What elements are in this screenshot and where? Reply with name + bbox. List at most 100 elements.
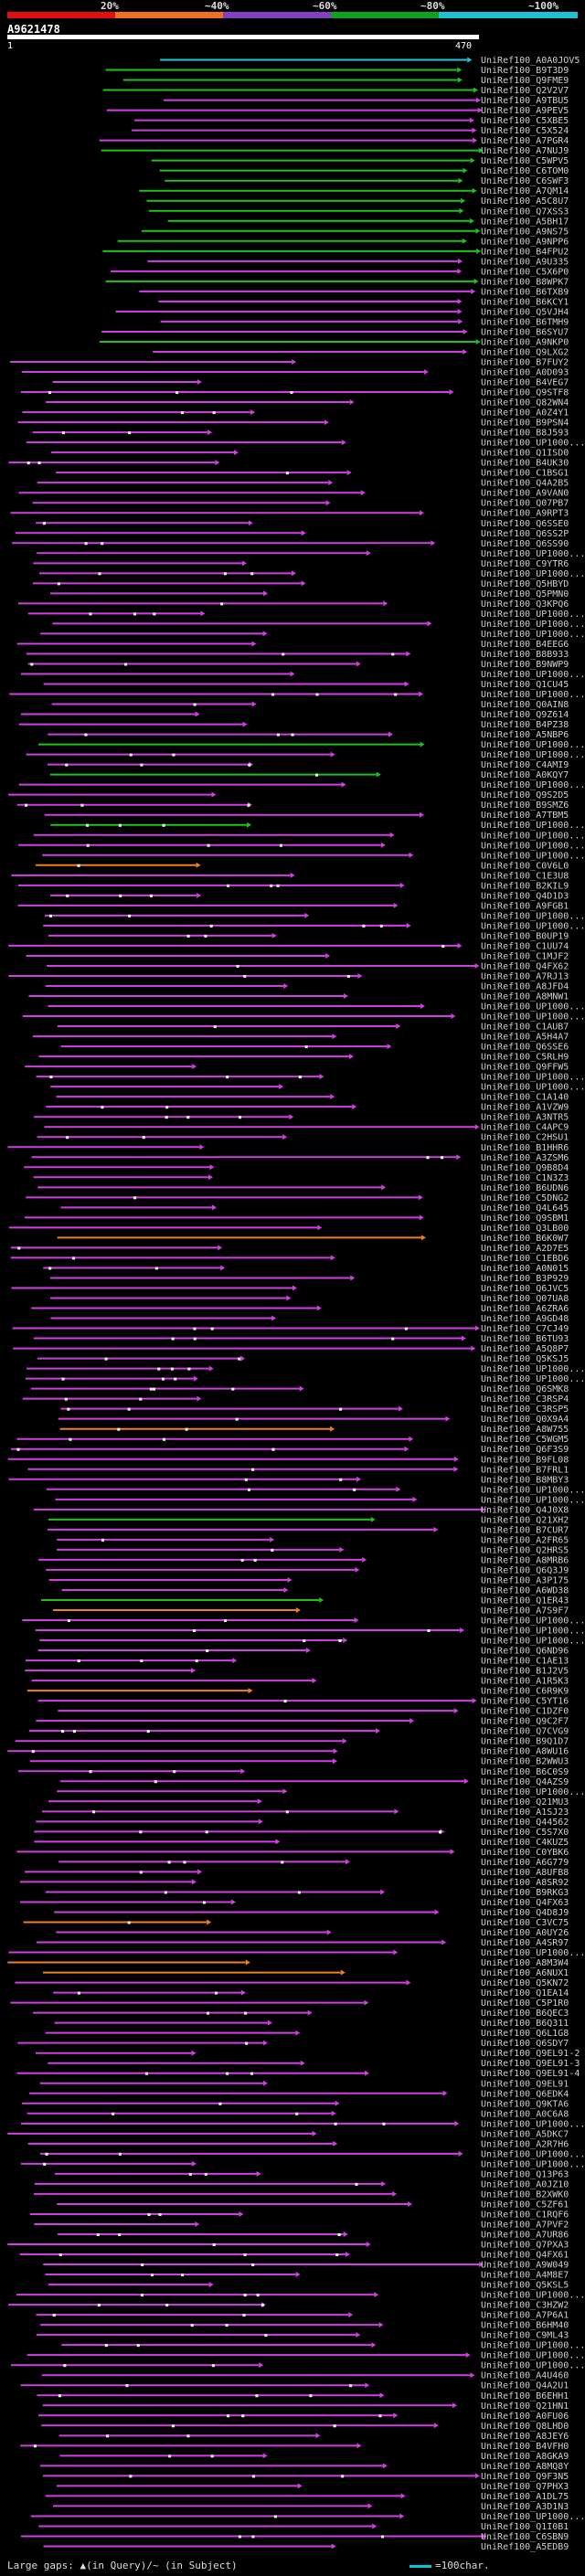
hit-label[interactable]: UniRef100_UP1000...	[481, 1073, 585, 1083]
hit-label[interactable]: UniRef100_A9GD48	[481, 1314, 569, 1324]
hit-row[interactable]: UniRef100_B9Q1D7	[15, 1737, 569, 1747]
hit-label[interactable]: UniRef100_UP1000...	[481, 439, 585, 449]
hit-label[interactable]: UniRef100_A9NKP0	[481, 337, 569, 347]
hit-label[interactable]: UniRef100_A8M3W4	[481, 1958, 569, 1968]
hit-label[interactable]: UniRef100_Q6Q3J9	[481, 1565, 569, 1575]
hit-row[interactable]: UniRef100_B1J2V5	[25, 1667, 569, 1677]
hit-row[interactable]: UniRef100_A7NUJ9	[101, 146, 569, 156]
hit-label[interactable]: UniRef100_C6SBN9	[481, 2532, 569, 2542]
hit-label[interactable]: UniRef100_UP1000...	[481, 1485, 585, 1495]
hit-row[interactable]: UniRef100_B7CUR7	[47, 1525, 569, 1535]
hit-row[interactable]: UniRef100_A0UY26	[56, 1928, 569, 1938]
hit-label[interactable]: UniRef100_A0JZ10	[481, 2179, 569, 2189]
hit-row[interactable]: UniRef100_A6ZRA6	[31, 1304, 569, 1314]
hit-label[interactable]: UniRef100_UP1000...	[481, 851, 585, 861]
hit-label[interactable]: UniRef100_C1AUB7	[481, 1023, 569, 1033]
hit-row[interactable]: UniRef100_UP1000...	[55, 1495, 585, 1505]
hit-label[interactable]: UniRef100_Q4J0X8	[481, 1505, 569, 1515]
hit-row[interactable]: UniRef100_Q1EA14	[53, 1988, 569, 1998]
hit-row[interactable]: UniRef100_A1VZW9	[46, 1103, 569, 1113]
hit-row[interactable]: UniRef100_A9RPT3	[10, 509, 569, 519]
hit-label[interactable]: UniRef100_UP1000...	[481, 780, 585, 790]
hit-row[interactable]: UniRef100_C5DNG2	[26, 1193, 569, 1203]
hit-label[interactable]: UniRef100_B4FPU2	[481, 247, 569, 257]
hit-row[interactable]: UniRef100_B6KCY1	[158, 297, 569, 307]
hit-label[interactable]: UniRef100_Q6EDK4	[481, 2089, 569, 2099]
hit-row[interactable]: UniRef100_C6TOM0	[159, 166, 569, 176]
hit-label[interactable]: UniRef100_B4UK30	[481, 459, 569, 469]
hit-row[interactable]: UniRef100_B0UP19	[48, 931, 569, 941]
hit-row[interactable]: UniRef100_A5Q8P7	[13, 1344, 569, 1354]
hit-label[interactable]: UniRef100_C5WGM5	[481, 1435, 569, 1445]
hit-row[interactable]: UniRef100_A0A0JOV5	[160, 56, 580, 66]
hit-label[interactable]: UniRef100_Q6JVC5	[481, 1284, 569, 1294]
hit-label[interactable]: UniRef100_Q9F3N5	[481, 2472, 569, 2482]
hit-label[interactable]: UniRef100_A5EDB9	[481, 2542, 569, 2552]
hit-label[interactable]: UniRef100_Q4L645	[481, 1203, 569, 1214]
hit-label[interactable]: UniRef100_A3D1N3	[481, 2502, 569, 2512]
hit-row[interactable]: UniRef100_A0Z4Y1	[22, 408, 569, 419]
hit-row[interactable]: UniRef100_A7PVF2	[34, 2220, 569, 2230]
hit-row[interactable]: UniRef100_A9VAN0	[18, 489, 569, 499]
hit-row[interactable]: UniRef100_UP1000...	[26, 439, 585, 449]
hit-row[interactable]: UniRef100_Q21XH2	[48, 1515, 569, 1525]
hit-row[interactable]: UniRef100_B9T3D9	[105, 66, 569, 76]
hit-label[interactable]: UniRef100_UP1000...	[481, 911, 585, 921]
hit-label[interactable]: UniRef100_A4SR97	[481, 1938, 569, 1948]
hit-row[interactable]: UniRef100_C6SWF3	[165, 176, 569, 186]
hit-label[interactable]: UniRef100_UP1000...	[481, 1787, 585, 1797]
hit-row[interactable]: UniRef100_Q9F3N5	[42, 2472, 569, 2482]
hit-label[interactable]: UniRef100_B7CUR7	[481, 1525, 569, 1535]
hit-row[interactable]: UniRef100_UP1000...	[38, 740, 585, 750]
hit-row[interactable]: UniRef100_B6UDN6	[37, 1183, 569, 1193]
hit-row[interactable]: UniRef100_A0C6A8	[27, 2109, 569, 2119]
hit-row[interactable]: UniRef100_UP1000...	[27, 610, 585, 620]
hit-row[interactable]: UniRef100_B9RKG3	[45, 1888, 569, 1898]
hit-row[interactable]: UniRef100_A1SJ23	[42, 1807, 569, 1818]
hit-row[interactable]: UniRef100_Q9FFW5	[25, 1063, 569, 1073]
hit-label[interactable]: UniRef100_C5XBE5	[481, 116, 569, 126]
hit-row[interactable]: UniRef100_A6NUX1	[43, 1968, 569, 1978]
hit-label[interactable]: UniRef100_Q7PXA3	[481, 2241, 569, 2251]
hit-row[interactable]: UniRef100_Q9EL91-3	[48, 2059, 580, 2069]
hit-row[interactable]: UniRef100_A4SR97	[36, 1938, 569, 1948]
hit-label[interactable]: UniRef100_Q5KSJ5	[481, 1354, 569, 1364]
hit-row[interactable]: UniRef100_Q6F3S9	[10, 1445, 569, 1455]
hit-label[interactable]: UniRef100_B8MBY3	[481, 1475, 569, 1485]
hit-row[interactable]: UniRef100_UP1000...	[39, 569, 585, 579]
hit-label[interactable]: UniRef100_C7CJ49	[481, 1324, 569, 1334]
hit-row[interactable]: UniRef100_UP1000...	[20, 2159, 585, 2169]
hit-row[interactable]: UniRef100_Q13P63	[54, 2169, 569, 2179]
hit-row[interactable]: UniRef100_A7S9F7	[52, 1606, 569, 1616]
hit-row[interactable]: UniRef100_B9SMZ6	[16, 800, 569, 811]
hit-row[interactable]: UniRef100_C5X6P0	[111, 267, 569, 277]
hit-label[interactable]: UniRef100_Q6SSE6	[481, 1043, 569, 1053]
hit-label[interactable]: UniRef100_B2WWU3	[481, 1757, 569, 1767]
hit-row[interactable]: UniRef100_C6R9K9	[27, 1687, 569, 1697]
hit-row[interactable]: UniRef100_C0V6L0	[36, 861, 569, 871]
hit-label[interactable]: UniRef100_A0N015	[481, 1264, 569, 1274]
hit-label[interactable]: UniRef100_A7NUJ9	[481, 146, 569, 156]
hit-label[interactable]: UniRef100_B8J593	[481, 429, 569, 439]
hit-label[interactable]: UniRef100_C1A140	[481, 1093, 569, 1103]
hit-row[interactable]: UniRef100_A8M3W4	[7, 1958, 569, 1968]
hit-row[interactable]: UniRef100_UP1000...	[36, 1073, 585, 1083]
hit-row[interactable]: UniRef100_Q6SS90	[12, 539, 569, 549]
hit-label[interactable]: UniRef100_A1VZW9	[481, 1103, 569, 1113]
hit-label[interactable]: UniRef100_A1R5K3	[481, 1677, 569, 1687]
hit-label[interactable]: UniRef100_A5C8U7	[481, 196, 569, 207]
hit-label[interactable]: UniRef100_C1E3U8	[481, 871, 569, 881]
hit-row[interactable]: UniRef100_UP1000...	[20, 2119, 585, 2129]
hit-row[interactable]: UniRef100_B6C0S9	[17, 1767, 569, 1777]
hit-label[interactable]: UniRef100_Q9LXG2	[481, 347, 569, 357]
hit-row[interactable]: UniRef100_Q2HRS5	[57, 1545, 569, 1555]
hit-row[interactable]: UniRef100_C1A140	[56, 1093, 569, 1103]
hit-row[interactable]: UniRef100_A9NKP0	[99, 337, 569, 347]
hit-row[interactable]: UniRef100_Q4D8J9	[54, 1908, 569, 1918]
hit-label[interactable]: UniRef100_UP1000...	[481, 740, 585, 750]
hit-label[interactable]: UniRef100_Q1EA14	[481, 1988, 569, 1998]
hit-label[interactable]: UniRef100_Q6ND96	[481, 1647, 569, 1657]
hit-row[interactable]: UniRef100_Q1CU45	[43, 680, 569, 690]
hit-label[interactable]: UniRef100_C2HSU1	[481, 1133, 569, 1143]
hit-row[interactable]: UniRef100_C3RSP5	[60, 1405, 569, 1415]
